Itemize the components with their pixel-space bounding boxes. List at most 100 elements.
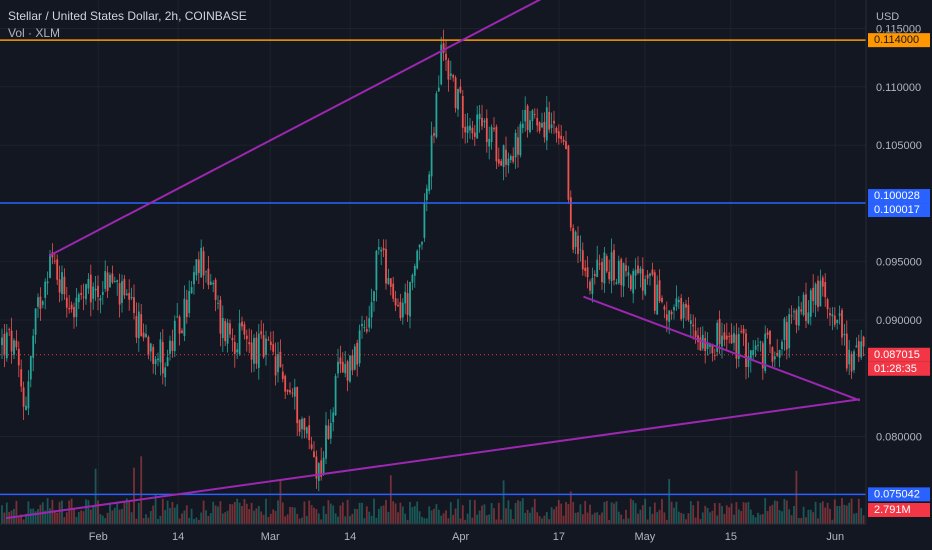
volume-bar	[610, 502, 613, 524]
volume-bar	[197, 519, 200, 524]
trendline[interactable]	[583, 295, 861, 402]
candle-body	[147, 336, 150, 356]
horizontal-levels[interactable]	[0, 39, 866, 496]
volume-bar	[577, 512, 579, 524]
volume-bar	[121, 508, 123, 524]
volume-bar	[341, 502, 344, 524]
volume-bar	[25, 513, 27, 524]
volume-bar	[802, 506, 805, 524]
candle-body	[363, 327, 366, 329]
volume-bar	[689, 501, 692, 524]
volume-bar	[701, 512, 704, 524]
candle-body	[471, 127, 474, 134]
volume-bar	[344, 516, 347, 524]
candle-body	[169, 340, 171, 354]
volume-bar	[291, 507, 294, 524]
candle-body	[298, 419, 301, 432]
trendline[interactable]	[48, 0, 541, 257]
volume-bar	[603, 502, 606, 524]
candle-body	[661, 297, 663, 302]
candle-body	[490, 127, 493, 142]
price-axis[interactable]: USD 0.1150000.1100000.1050000.1000000.09…	[865, 0, 932, 524]
time-tick-label: 14	[344, 531, 356, 543]
trendlines[interactable]	[6, 0, 861, 520]
candle-body	[651, 269, 654, 275]
candle-body	[711, 343, 714, 354]
volume-bar	[848, 502, 851, 524]
candle-body	[478, 113, 481, 120]
volume-bar	[800, 518, 803, 524]
volume-bar	[361, 502, 363, 524]
volume-bar	[761, 514, 764, 524]
candle-body	[665, 314, 668, 321]
candle-body	[39, 296, 42, 309]
candle-body	[855, 345, 858, 348]
volume-bar	[788, 509, 791, 524]
volume-badge: 2.791M	[868, 503, 930, 517]
candle-body	[694, 330, 697, 337]
volume-bar	[80, 510, 83, 524]
volume-bar	[449, 502, 452, 524]
volume-bar	[634, 503, 637, 524]
candle-body	[788, 314, 791, 349]
candle-body	[241, 321, 243, 327]
candle-body	[260, 331, 263, 335]
candle-body	[461, 96, 464, 128]
candle-body	[675, 298, 678, 307]
volume-bar	[142, 518, 145, 524]
candle-body	[85, 284, 87, 300]
candle-body	[793, 311, 795, 313]
candle-body	[524, 109, 527, 122]
volume-bar	[716, 515, 719, 524]
candle-body	[613, 250, 615, 281]
volume-legend[interactable]: Vol · XLM	[8, 26, 61, 40]
candle-body	[680, 298, 683, 320]
candle-body	[718, 318, 721, 345]
volume-bar	[248, 509, 251, 524]
volume-bar	[75, 517, 78, 524]
volume-bar	[329, 503, 332, 524]
candle-body	[512, 156, 515, 162]
candle-body	[87, 278, 90, 289]
candle-body	[109, 274, 111, 288]
candle-body	[550, 124, 553, 128]
candle-body	[149, 343, 152, 352]
candle-body	[615, 282, 618, 284]
candle-body	[610, 252, 613, 282]
candle-body	[243, 324, 246, 335]
candle-body	[713, 355, 716, 357]
volume-bar	[490, 503, 493, 524]
candle-body	[257, 333, 260, 368]
volume-bar	[99, 514, 102, 524]
candle-body	[195, 259, 198, 276]
candle-body	[178, 316, 181, 334]
volume-bar	[831, 519, 834, 524]
candle-body	[377, 247, 380, 250]
candle-body	[586, 267, 589, 278]
volume-bar	[332, 505, 335, 524]
volume-bar	[502, 480, 505, 524]
candle-body	[207, 268, 210, 285]
trendline[interactable]	[6, 398, 860, 520]
volume-bar	[519, 501, 522, 524]
volume-bar	[737, 509, 740, 524]
candle-body	[776, 353, 779, 356]
volume-bar	[145, 514, 147, 524]
volume-bar	[581, 514, 584, 524]
volume-bar	[608, 519, 611, 524]
candle-body	[617, 260, 620, 284]
candle-body	[644, 279, 647, 295]
candle-body	[500, 160, 503, 166]
symbol-title[interactable]: Stellar / United States Dollar, 2h, COIN…	[8, 9, 247, 23]
volume-bar	[109, 502, 111, 524]
volume-bar	[829, 508, 831, 524]
volume-bar	[253, 510, 255, 524]
candle-body	[92, 286, 95, 299]
candle-body	[785, 322, 788, 350]
volume-bar	[22, 519, 25, 524]
volume-bar	[721, 506, 723, 524]
candle-body	[488, 138, 491, 147]
time-axis[interactable]: Feb 14 Mar 14 Apr 17 May 15 Jun	[0, 523, 932, 550]
volume-bar	[226, 510, 229, 524]
